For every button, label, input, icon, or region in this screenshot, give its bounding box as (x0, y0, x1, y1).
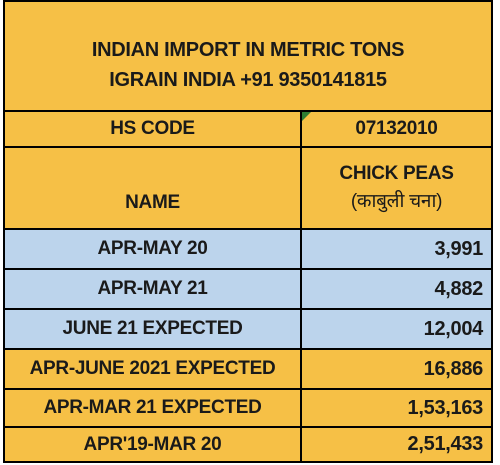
table-row: APR-JUNE 2021 EXPECTED 16,886 (5, 348, 491, 388)
table-title: INDIAN IMPORT IN METRIC TONS IGRAIN INDI… (5, 2, 491, 110)
table-row: APR-MAY 21 4,882 (5, 268, 491, 308)
hs-code-text: 07132010 (355, 118, 438, 139)
period-cell: APR-MAR 21 EXPECTED (5, 390, 302, 426)
name-value: CHICK PEAS (काबुली चना) (302, 148, 491, 228)
period-cell: APR-MAY 20 (5, 230, 302, 268)
table-row: JUNE 21 EXPECTED 12,004 (5, 308, 491, 348)
value-cell: 16,886 (423, 357, 484, 380)
hs-code-label: HS CODE (5, 112, 302, 146)
table-row: APR'19-MAR 20 2,51,433 (5, 426, 491, 461)
value-cell: 12,004 (423, 317, 484, 340)
period-cell: APR-MAY 21 (5, 270, 302, 308)
value-cell: 3,991 (434, 237, 483, 260)
title-line-2: IGRAIN INDIA +91 9350141815 (109, 69, 387, 91)
name-label: NAME (5, 148, 302, 228)
hs-code-row: HS CODE 07132010 (5, 110, 491, 146)
table-row: APR-MAR 21 EXPECTED 1,53,163 (5, 388, 491, 426)
table-row: APR-MAY 20 3,991 (5, 228, 491, 268)
name-row: NAME CHICK PEAS (काबुली चना) (5, 146, 491, 228)
comment-marker-icon (302, 112, 311, 121)
value-cell: 1,53,163 (407, 396, 484, 419)
period-cell: APR'19-MAR 20 (5, 428, 302, 461)
value-cell: 2,51,433 (407, 433, 484, 455)
hs-code-value: 07132010 (302, 112, 491, 146)
value-cell: 4,882 (434, 277, 483, 300)
period-cell: APR-JUNE 2021 EXPECTED (5, 350, 302, 388)
import-table: INDIAN IMPORT IN METRIC TONS IGRAIN INDI… (3, 0, 493, 463)
commodity-name: CHICK PEAS (339, 163, 454, 184)
period-cell: JUNE 21 EXPECTED (5, 310, 302, 348)
title-line-1: INDIAN IMPORT IN METRIC TONS (91, 39, 405, 61)
commodity-name-hindi: (काबुली चना) (350, 191, 443, 212)
